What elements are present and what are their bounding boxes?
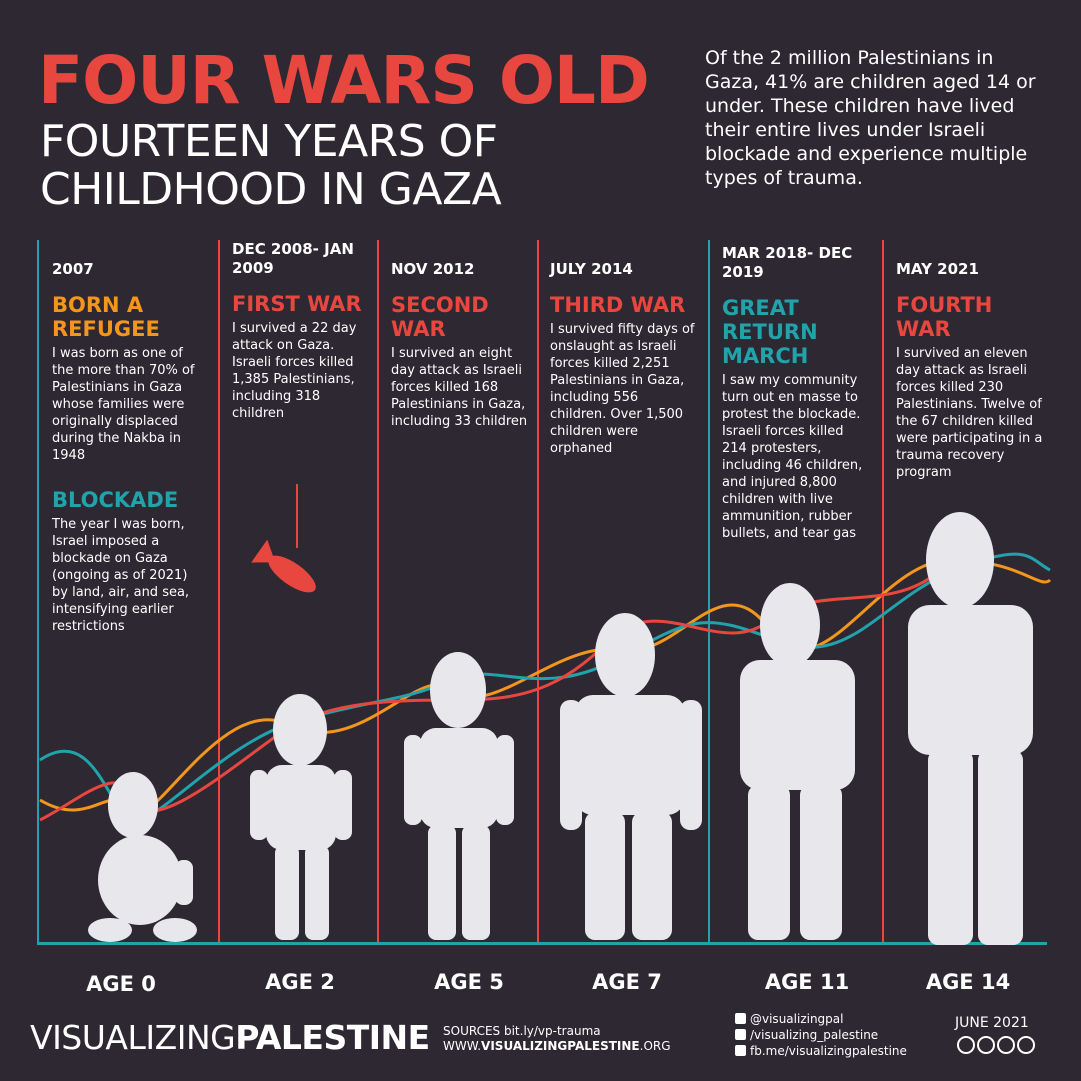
brand-bold: PALESTINE: [235, 1018, 430, 1057]
event-heading: GREAT RETURN MARCH: [722, 296, 818, 368]
event-heading: FIRST WAR: [232, 292, 362, 316]
child-figure-age-2: [250, 694, 352, 940]
sources: SOURCES bit.ly/vp-trauma WWW.VISUALIZING…: [443, 1024, 671, 1054]
publication-date: JUNE 2021: [955, 1015, 1029, 1031]
creative-commons-icon: [957, 1036, 1037, 1058]
brand-logo: VISUALIZINGPALESTINE: [30, 1018, 430, 1057]
age-label-7: AGE 7: [592, 970, 662, 994]
column-third-war: JULY 2014 THIRD WAR I survived fifty day…: [550, 260, 698, 457]
child-figure-age-5: [404, 652, 514, 940]
column-first-war: DEC 2008- JAN 2009 FIRST WAR I survived …: [232, 240, 372, 422]
event-body: I survived an eight day attack as Israel…: [391, 346, 528, 429]
event-body: I was born as one of the more than 70% o…: [52, 346, 195, 463]
timeline-baseline: [37, 942, 1047, 945]
facebook-icon: [735, 1045, 746, 1056]
instagram-icon: [735, 1029, 746, 1040]
timeline-line-2007: [37, 240, 39, 945]
sources-link[interactable]: SOURCES bit.ly/vp-trauma: [443, 1024, 601, 1038]
twitter-link[interactable]: @visualizingpal: [735, 1011, 907, 1027]
column-return-march: MAR 2018- DEC 2019 GREAT RETURN MARCH I …: [722, 244, 872, 542]
subtitle-line-1: FOURTEEN YEARS OF: [40, 116, 498, 167]
event-body: I saw my community turn out en masse to …: [722, 373, 863, 541]
event-body-blockade: The year I was born, Israel imposed a bl…: [52, 517, 190, 634]
age-label-11: AGE 11: [764, 970, 850, 994]
age-label-14: AGE 14: [925, 970, 1011, 994]
bomb-icon: [251, 484, 316, 593]
date-label: NOV 2012: [391, 260, 475, 278]
brand-light: VISUALIZING: [30, 1018, 236, 1057]
main-title: FOUR WARS OLD: [38, 42, 650, 119]
timeline-line-second-war: [377, 240, 379, 945]
timeline-line-first-war: [218, 240, 220, 945]
event-heading-blockade: BLOCKADE: [52, 488, 179, 512]
child-figure-age-11: [740, 583, 855, 940]
column-2007: 2007 BORN A REFUGEE I was born as one of…: [52, 260, 207, 635]
age-label-5: AGE 5: [434, 970, 504, 994]
child-figure-age-14: [908, 512, 1033, 945]
child-figure-age-7: [560, 613, 702, 940]
event-heading: BORN A REFUGEE: [52, 293, 160, 341]
event-heading: FOURTH WAR: [896, 293, 993, 341]
website-link[interactable]: WWW.VISUALIZINGPALESTINE.ORG: [443, 1039, 671, 1053]
age-label-0: AGE 0: [86, 972, 156, 996]
date-label: JULY 2014: [550, 260, 633, 278]
event-body: I survived an eleven day attack as Israe…: [896, 346, 1043, 480]
social-links: @visualizingpal /visualizing_palestine f…: [735, 1011, 907, 1059]
child-figure-age-0: [88, 772, 197, 942]
timeline-line-return-march: [708, 240, 710, 945]
column-second-war: NOV 2012 SECOND WAR I survived an eight …: [391, 260, 531, 430]
event-heading: SECOND WAR: [391, 293, 489, 341]
event-body: I survived fifty days of onslaught as Is…: [550, 322, 695, 456]
subtitle-line-2: CHILDHOOD IN GAZA: [40, 164, 502, 215]
instagram-link[interactable]: /visualizing_palestine: [735, 1027, 907, 1043]
intro-text: Of the 2 million Palestinians in Gaza, 4…: [705, 47, 1036, 189]
date-label: MAY 2021: [896, 260, 979, 278]
date-label: DEC 2008- JAN 2009: [232, 240, 354, 277]
date-label: 2007: [52, 260, 94, 278]
timeline-line-third-war: [537, 240, 539, 945]
age-label-2: AGE 2: [265, 970, 335, 994]
twitter-icon: [735, 1013, 746, 1024]
facebook-link[interactable]: fb.me/visualizingpalestine: [735, 1043, 907, 1059]
column-fourth-war: MAY 2021 FOURTH WAR I survived an eleven…: [896, 260, 1046, 481]
event-heading: THIRD WAR: [550, 293, 686, 317]
event-body: I survived a 22 day attack on Gaza. Isra…: [232, 321, 357, 421]
date-label: MAR 2018- DEC 2019: [722, 244, 853, 281]
subtitle: FOURTEEN YEARS OF CHILDHOOD IN GAZA: [40, 116, 502, 215]
